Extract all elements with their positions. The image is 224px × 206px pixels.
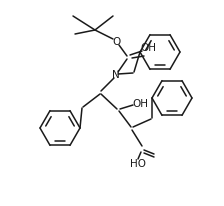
Text: HO: HO xyxy=(130,159,146,169)
Text: N: N xyxy=(112,70,120,80)
Text: OH: OH xyxy=(140,43,156,53)
Text: OH: OH xyxy=(132,99,148,109)
Text: O: O xyxy=(112,37,120,47)
